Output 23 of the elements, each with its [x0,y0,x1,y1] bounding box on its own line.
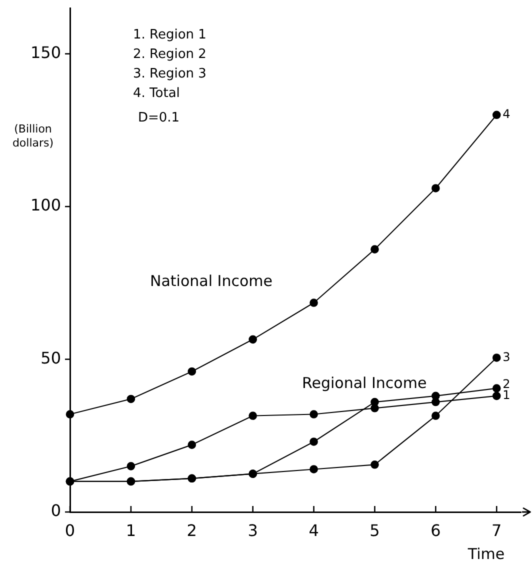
y-axis-title: (Billion dollars) [12,122,54,150]
y-tick-label: 50 [40,348,61,368]
annotation: 2. Region 2 [133,46,206,62]
annotation: Regional Income [302,374,427,392]
y-tick-label: 150 [30,42,61,62]
annotation: 4. Total [133,86,180,101]
x-tick-label: 4 [308,520,319,540]
x-tick-label: 0 [64,520,76,540]
x-tick-label: 1 [126,520,136,540]
x-tick-label: 3 [248,520,258,540]
annotation: National Income [150,272,272,290]
x-axis-title: Time [466,544,505,563]
x-tick-label: 7 [492,520,502,540]
x-tick-label: 2 [186,520,197,540]
y-tick-label: 0 [50,501,61,520]
annotation: 1. Region 1 [133,27,206,42]
annotation: D=0.1 [138,110,180,126]
x-tick-label: 6 [430,520,441,540]
y-tick-label: 100 [30,196,61,215]
annotation: 3. Region 3 [133,66,206,82]
series-label: 3 [502,350,510,364]
x-tick-label: 5 [370,520,380,540]
series-label: 4 [502,107,510,122]
